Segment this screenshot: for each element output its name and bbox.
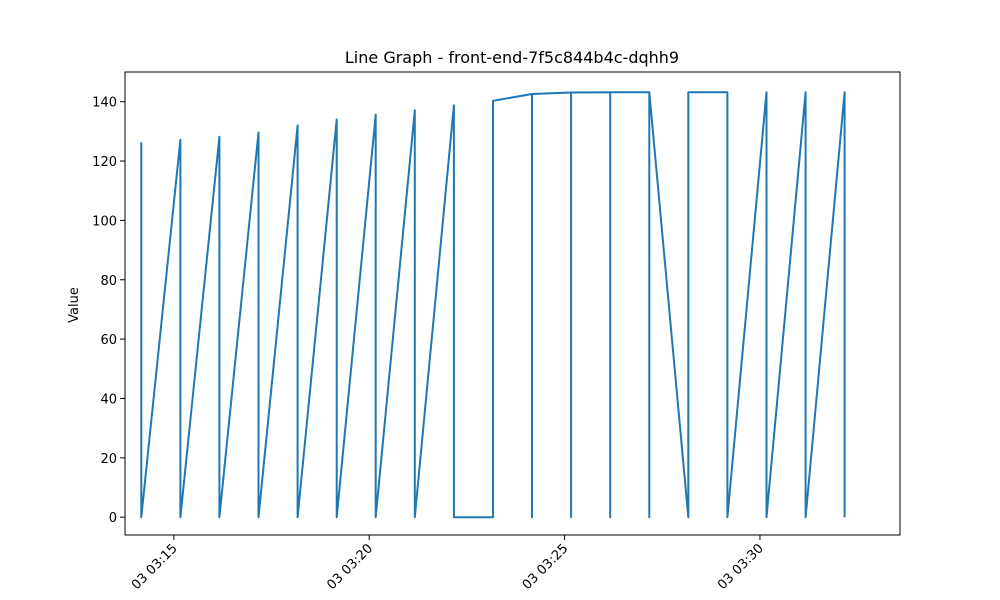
y-tick-label: 140 [92, 96, 117, 111]
plot-frame [124, 71, 901, 536]
chart-title: Line Graph - front-end-7f5c844b4c-dqhh9 [345, 48, 679, 67]
y-tick-label: 40 [100, 392, 117, 407]
y-tick-label: 100 [92, 214, 117, 229]
y-axis-ticks: 0 20 40 60 80 100 120 140 [92, 96, 125, 526]
y-tick-label: 20 [100, 452, 117, 467]
y-tick-label: 120 [92, 155, 117, 170]
y-tick-label: 60 [100, 333, 117, 348]
series-layer [140, 91, 846, 519]
y-tick-label: 0 [109, 511, 117, 526]
y-axis-label: Value [67, 287, 82, 323]
series-line-0 [140, 91, 846, 519]
y-tick-label: 80 [100, 274, 117, 289]
